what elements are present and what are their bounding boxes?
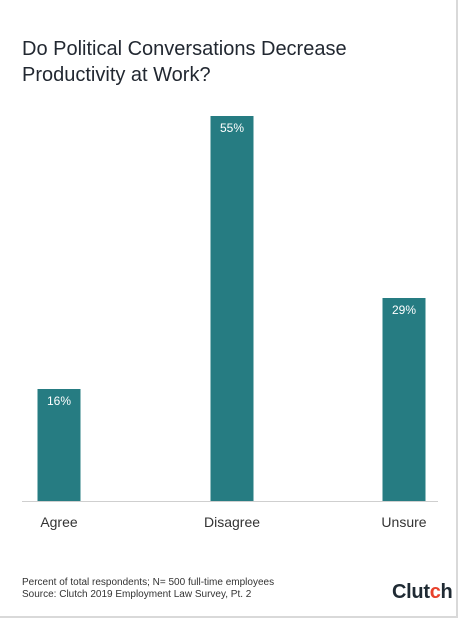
logo-text-main: Clut	[392, 581, 430, 603]
footnote: Percent of total respondents; N= 500 ful…	[22, 577, 274, 601]
logo-text-end: h	[440, 581, 453, 603]
bar-disagree	[210, 116, 254, 501]
category-label-disagree: Disagree	[204, 514, 260, 530]
category-label-agree: Agree	[40, 514, 78, 530]
category-label-unsure: Unsure	[381, 514, 426, 530]
logo-text-accent: c	[429, 581, 441, 603]
bar-agree	[37, 389, 81, 501]
bar-unsure	[382, 298, 426, 501]
footnote-line-respondents: Percent of total respondents; N= 500 ful…	[22, 577, 275, 588]
clutch-logo: Clutch	[392, 581, 453, 604]
data-label-unsure: 29%	[392, 303, 416, 317]
data-label-agree: 16%	[47, 394, 71, 408]
footnote-line-source: Source: Clutch 2019 Employment Law Surve…	[22, 589, 252, 600]
data-label-disagree: 55%	[220, 121, 244, 135]
chart-title: Do Political Conversations Decrease Prod…	[22, 38, 347, 86]
